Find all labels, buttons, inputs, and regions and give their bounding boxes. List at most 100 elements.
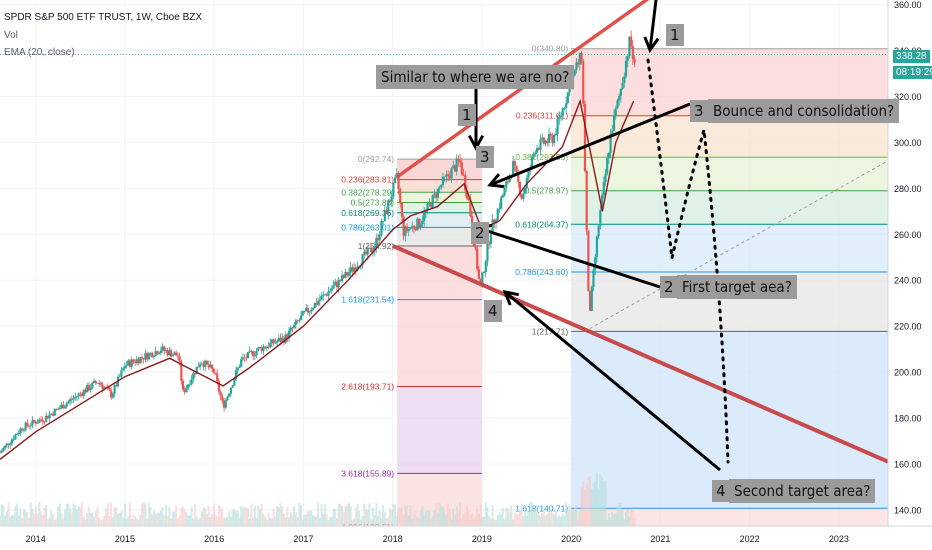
wave-number-2-left[interactable]: 2 (471, 222, 489, 244)
symbol-title[interactable]: SPDR S&P 500 ETF TRUST, 1W, Cboe BZX (4, 12, 203, 23)
volume-bar (476, 508, 479, 526)
volume-bar (9, 516, 12, 526)
volume-bar (41, 515, 44, 526)
volume-bar (164, 504, 167, 526)
candle-body (267, 346, 270, 348)
candle-body (517, 172, 520, 182)
fib-zone (571, 157, 888, 191)
wave-number-3-right[interactable]: 3 (690, 100, 708, 122)
candle-body (623, 76, 626, 83)
candle-body (630, 36, 633, 47)
time-tick-label: 2023 (829, 534, 849, 544)
annotation-similar[interactable]: Similar to where we are no? (376, 65, 575, 89)
candle-body (387, 200, 390, 214)
candle-body (315, 303, 318, 305)
candle-body (476, 248, 479, 270)
fib-level-label: 0.382(293.55) (515, 152, 568, 162)
fib-level-label: 0.5(273.83) (351, 198, 395, 208)
annotation-arrow (504, 290, 721, 472)
candle-body (185, 387, 188, 393)
volume-bar (491, 504, 494, 526)
candle-body (306, 307, 309, 313)
candle-body (621, 82, 624, 89)
candle-body (305, 307, 308, 312)
volume-bar (460, 518, 463, 526)
volume-bar (498, 511, 501, 526)
candle-body (180, 361, 183, 381)
volume-bar (146, 518, 149, 526)
volume-bar (62, 518, 65, 526)
countdown-badge: 08:19:29 (893, 66, 932, 79)
volume-bar (57, 506, 60, 526)
candle-body (154, 351, 157, 356)
candle-body (16, 434, 19, 435)
wave-number-3-left[interactable]: 3 (476, 146, 494, 168)
volume-bar (176, 518, 179, 526)
volume-bar (544, 515, 547, 526)
candle-body (440, 184, 443, 187)
wave-number-4-right[interactable]: 4 (712, 480, 730, 502)
annotation-first-target[interactable]: First target aea? (677, 275, 797, 299)
candle-body (412, 225, 416, 229)
candle-body (313, 303, 316, 309)
candle-body (197, 366, 200, 368)
time-tick-label: 2022 (740, 534, 760, 544)
candle-body (588, 291, 592, 311)
volume-bar (258, 508, 261, 526)
volume-bar (139, 514, 142, 526)
volume-bar (553, 514, 556, 526)
volume-bar (520, 503, 523, 526)
volume-bar (269, 517, 272, 526)
candle-body (79, 393, 82, 395)
wave-number-2-right[interactable]: 2 (660, 276, 678, 298)
candle-body (222, 401, 226, 408)
volume-bar (534, 507, 537, 526)
volume-bar (101, 519, 104, 526)
volume-bar (542, 510, 545, 526)
candle-body (477, 269, 481, 279)
volume-bar (163, 515, 166, 526)
wave-number-4-left[interactable]: 4 (484, 300, 502, 322)
volume-bar (606, 519, 609, 526)
candle-body (600, 195, 604, 210)
lower-trendline (391, 243, 889, 464)
volume-bar (14, 506, 17, 526)
volume-bar (335, 517, 338, 526)
wave-number-1-left[interactable]: 1 (458, 104, 476, 126)
candle-body (120, 370, 123, 377)
volume-bar (626, 508, 629, 526)
annotation-second-target[interactable]: Second target area? (729, 479, 876, 503)
candle-body (436, 188, 439, 198)
candle-body (298, 320, 301, 322)
volume-label[interactable]: Vol (4, 30, 18, 41)
volume-bar (376, 516, 379, 526)
volume-bar (111, 517, 114, 526)
candle-body (503, 187, 506, 196)
annotation-bounce[interactable]: Bounce and consolidation? (708, 99, 900, 123)
volume-bar (67, 503, 70, 526)
candle-body (103, 387, 106, 389)
volume-bar (359, 519, 362, 526)
candle-body (294, 320, 297, 325)
candle-body (137, 359, 140, 364)
candle-body (111, 393, 114, 398)
candle-body (21, 428, 24, 430)
candle-body (80, 393, 84, 396)
volume-bar (5, 511, 8, 526)
candle-body (38, 419, 41, 423)
volume-bar (595, 472, 598, 526)
volume-bar (122, 517, 125, 526)
volume-bar (135, 518, 138, 526)
volume-bar (113, 507, 116, 526)
wave-number-1-right[interactable]: 1 (666, 24, 684, 46)
volume-bar (12, 515, 15, 526)
volume-bar (443, 512, 446, 526)
candle-body (342, 275, 345, 278)
price-tick-label: 260.00 (894, 230, 922, 240)
ema-label[interactable]: EMA (20, close) (4, 47, 75, 58)
candle-body (402, 216, 405, 236)
volume-bar (38, 502, 41, 526)
volume-bar (614, 512, 617, 526)
candle-body (168, 350, 171, 356)
candle-body (53, 408, 56, 416)
